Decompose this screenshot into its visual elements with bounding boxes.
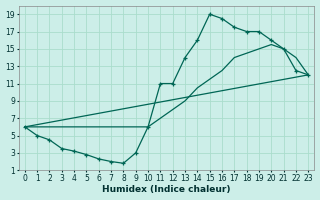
X-axis label: Humidex (Indice chaleur): Humidex (Indice chaleur) (102, 185, 231, 194)
